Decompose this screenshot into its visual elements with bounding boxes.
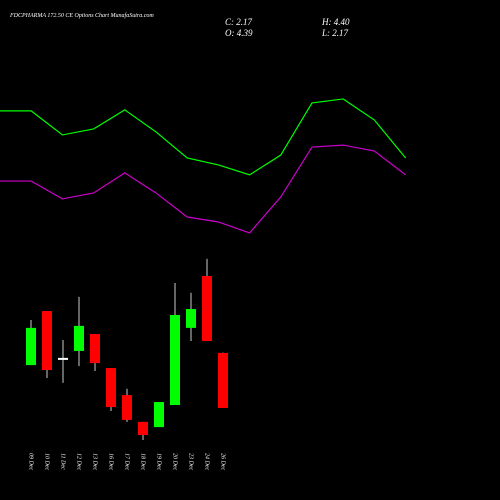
- x-tick-label: 17 Dec: [124, 453, 130, 470]
- candle-body: [26, 327, 36, 366]
- candle-body: [122, 395, 132, 420]
- candle-body: [58, 357, 68, 360]
- x-tick-label: 19 Dec: [156, 453, 162, 470]
- high-label: H: 4.40: [321, 17, 350, 27]
- x-tick-label: 23 Dec: [188, 453, 194, 470]
- candle-body: [106, 368, 116, 407]
- x-tick-label: 20 Dec: [172, 453, 178, 470]
- x-tick-label: 09 Dec: [28, 453, 34, 470]
- open-label: O: 4.39: [225, 28, 253, 38]
- x-tick-label: 13 Dec: [92, 453, 98, 470]
- low-label: L: 2.17: [321, 28, 349, 38]
- candle-body: [154, 402, 164, 428]
- candle-body: [90, 334, 100, 364]
- x-tick-label: 18 Dec: [140, 453, 146, 470]
- x-tick-label: 12 Dec: [76, 453, 82, 470]
- indicator-line: [0, 144, 406, 234]
- x-tick-label: 16 Dec: [108, 453, 114, 470]
- close-label: C: 2.17: [225, 17, 253, 27]
- candle-body: [186, 309, 196, 328]
- indicator-line: [0, 98, 407, 176]
- chart-title: FDCPHARMA 172.50 CE Options Chart Munafa…: [9, 12, 154, 19]
- x-tick-label: 24 Dec: [204, 453, 211, 470]
- x-tick-label: 11 Dec: [60, 453, 66, 470]
- candle-body: [74, 325, 84, 351]
- candle-body: [138, 421, 148, 436]
- candle-body: [42, 311, 52, 371]
- candle-body: [202, 276, 212, 342]
- candle-body: [170, 314, 180, 406]
- x-tick-label: 26 Dec: [220, 453, 226, 470]
- candle-body: [218, 352, 228, 408]
- x-tick-label: 10 Dec: [44, 453, 50, 470]
